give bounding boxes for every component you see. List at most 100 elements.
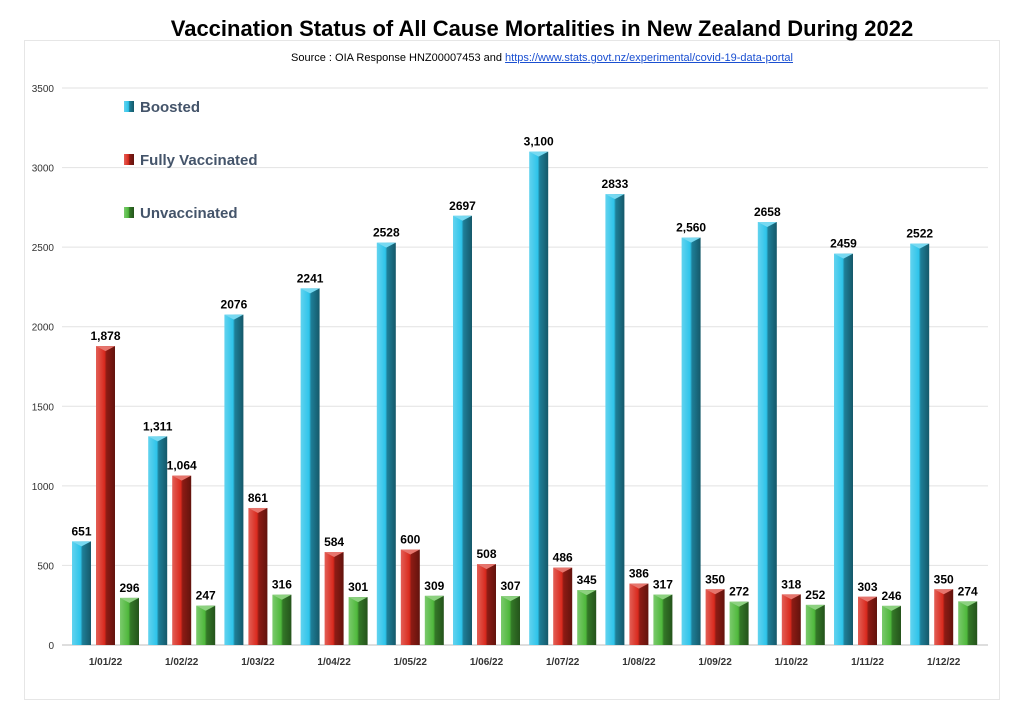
bar-boosted [605,194,625,645]
data-label: 301 [348,580,368,594]
y-tick-label: 1500 [32,402,55,413]
y-tick-label: 2500 [32,243,55,254]
bar-unvaccinated [272,594,292,645]
data-label: 3,100 [524,135,554,149]
bar-fully-vaccinated [324,552,344,645]
data-label: 296 [119,581,139,595]
bar-boosted [529,151,549,645]
bar-unvaccinated [348,597,368,645]
data-label: 486 [553,551,573,565]
x-tick-label: 1/08/22 [622,657,656,668]
bar-boosted [376,242,396,645]
bar-unvaccinated [501,596,520,645]
data-label: 317 [653,578,673,592]
bar-fully-vaccinated [248,507,268,645]
bar-boosted [453,215,472,645]
data-label: 2076 [221,298,248,312]
bar-fully-vaccinated [934,589,954,645]
data-label: 2522 [906,227,933,241]
data-labels: 651 1,878 296 1,311 1,064 247 2076 861 316 2241 58… [71,135,978,603]
bar-cap [958,601,978,607]
bars [72,151,978,645]
bar-fully-vaccinated [629,583,649,645]
y-axis-ticks: 0 500 1000 1500 2000 2500 3000 3500 [32,84,55,652]
data-label: 600 [400,533,420,547]
data-label: 651 [71,524,91,538]
x-axis-ticks: 1/01/22 1/02/22 1/03/22 1/04/22 1/05/22 1/06/… [89,657,961,668]
bar-fully-vaccinated [400,549,420,645]
bar-cap [653,594,673,600]
data-label: 309 [424,579,444,593]
bar-fully-vaccinated [705,589,725,645]
data-label: 2528 [373,226,400,240]
data-label: 2459 [830,237,857,251]
data-label: 350 [705,572,725,586]
bar-cap [172,475,192,481]
bar-cap [501,596,520,602]
data-label: 1,311 [143,419,173,433]
bar-unvaccinated [729,601,749,645]
bar-cap [934,589,954,595]
y-tick-label: 500 [37,561,54,572]
bar-cap [781,594,801,600]
legend-swatch [124,154,134,165]
bar-cap [910,243,930,249]
bar-cap [400,549,420,555]
data-label: 274 [958,584,978,598]
bar-cap [148,436,168,442]
bar-cap [529,151,549,157]
bar-cap [96,346,115,352]
bar-unvaccinated [882,605,901,645]
bar-cap [348,597,368,603]
bar-cap [477,564,496,570]
bar-cap [705,589,725,595]
y-tick-label: 2000 [32,323,55,334]
bar-cap [453,215,472,221]
bar-boosted [148,436,168,645]
grid-lines [62,87,988,646]
x-tick-label: 1/07/22 [546,657,580,668]
legend-swatch [124,207,134,218]
x-tick-label: 1/02/22 [165,657,199,668]
bar-cap [681,237,701,243]
bar-unvaccinated [958,601,978,645]
data-label: 307 [500,579,520,593]
bar-boosted [834,253,853,645]
bar-cap [577,590,597,596]
bar-cap [729,601,749,607]
bar-cap [805,604,825,610]
bar-cap [300,288,320,294]
bar-unvaccinated [653,594,673,645]
data-label: 252 [805,588,825,602]
x-tick-label: 1/01/22 [89,657,123,668]
bar-cap [605,194,625,200]
x-tick-label: 1/04/22 [317,657,351,668]
legend-label: Unvaccinated [140,205,238,222]
data-label: 861 [248,491,268,505]
bar-boosted [681,237,701,645]
source-link[interactable]: https://www.stats.govt.nz/experimental/c… [505,52,793,64]
source-text: Source : OIA Response HNZ00007453 and [291,52,506,64]
legend-swatch [124,101,134,112]
data-label: 386 [629,567,649,581]
data-label: 247 [196,589,216,603]
bar-cap [324,552,344,558]
data-label: 2658 [754,205,781,219]
y-tick-label: 0 [48,641,54,652]
data-label: 272 [729,585,749,599]
bar-cap [424,595,444,601]
bar-fully-vaccinated [96,346,115,645]
data-label: 350 [934,572,954,586]
bar-cap [629,583,649,589]
x-tick-label: 1/09/22 [698,657,732,668]
bar-cap [248,507,268,513]
bar-cap [882,605,901,611]
y-tick-label: 3000 [32,164,55,175]
x-tick-label: 1/10/22 [775,657,809,668]
chart-frame [24,40,1000,700]
bar-cap [272,594,292,600]
bar-cap [72,541,91,547]
bar-boosted [300,288,320,645]
bar-cap [757,221,777,227]
